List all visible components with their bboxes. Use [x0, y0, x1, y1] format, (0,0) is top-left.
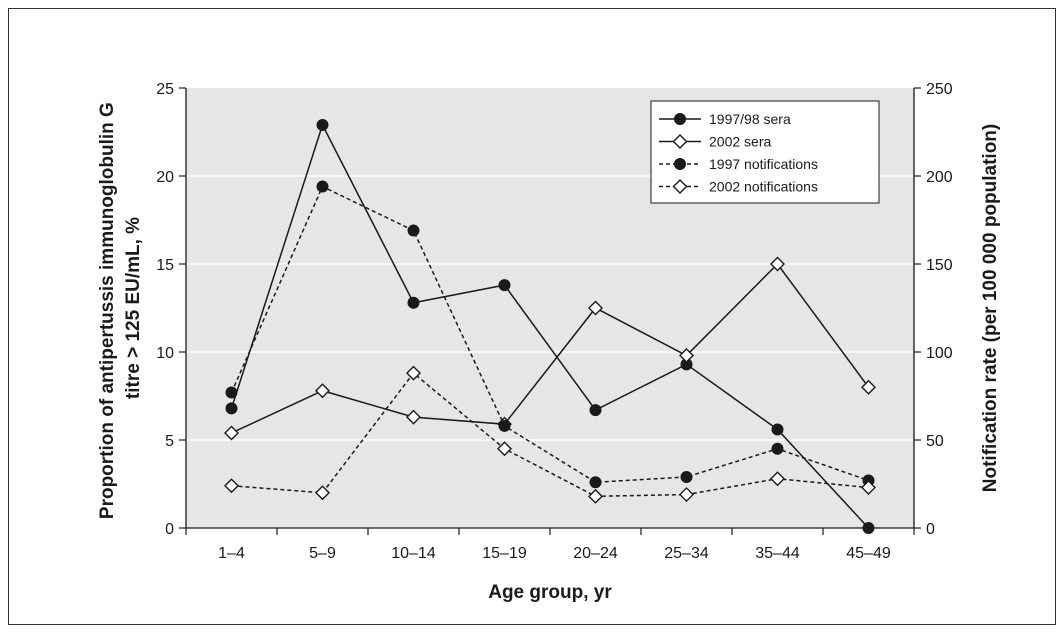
y-left-tick-label: 5 — [165, 433, 174, 450]
x-tick-label: 25–34 — [664, 545, 709, 562]
y-right-tick-label: 150 — [926, 257, 953, 274]
legend-marker-3 — [674, 158, 686, 170]
series-4-point — [315, 485, 330, 501]
series-3-point — [589, 476, 602, 489]
series-2-point — [224, 425, 239, 441]
series-1-point — [225, 402, 238, 415]
x-axis-title: Age group, yr — [488, 582, 612, 603]
series-1-point — [589, 404, 602, 417]
series-2-point — [406, 409, 421, 425]
series-4-point — [861, 480, 876, 496]
y-right-tick-label: 50 — [926, 433, 944, 450]
y-axis-left-title-line2: titre > 125 EU/mL, % — [123, 217, 144, 399]
y-left-tick-label: 25 — [156, 81, 174, 98]
series-1-point — [407, 296, 420, 309]
x-tick-label: 1–4 — [218, 545, 245, 562]
series-3-point — [498, 419, 511, 432]
series-1-point — [498, 279, 511, 292]
series-2-point — [770, 256, 785, 272]
series-2-point — [315, 383, 330, 399]
x-tick-label: 10–14 — [391, 545, 436, 562]
legend-label-1: 1997/98 sera — [709, 111, 791, 127]
series-2-point — [679, 348, 694, 364]
y-right-tick-label: 0 — [926, 521, 935, 538]
series-4-point — [588, 488, 603, 504]
series-line-2 — [231, 262, 870, 434]
y-axis-left-title-line1: Proportion of antipertussis immunoglobul… — [97, 102, 118, 519]
legend-marker-4 — [672, 179, 688, 194]
y-axis-right-title: Notification rate (per 100 000 populatio… — [980, 124, 1001, 492]
series-4-point — [224, 478, 239, 494]
x-tick-label: 15–19 — [482, 545, 527, 562]
series-4-point — [406, 365, 421, 381]
series-1-point — [316, 118, 329, 131]
legend-label-2: 2002 sera — [709, 134, 771, 150]
y-right-tick-label: 100 — [926, 345, 953, 362]
x-tick-label: 20–24 — [573, 545, 618, 562]
y-right-tick-label: 200 — [926, 169, 953, 186]
y-left-tick-label: 10 — [156, 345, 174, 362]
x-tick-label: 5–9 — [309, 545, 336, 562]
series-line-3 — [230, 185, 869, 484]
legend-marker-1 — [674, 113, 686, 125]
x-tick-label: 35–44 — [755, 545, 800, 562]
y-axis-left-title: Proportion of antipertussis immunoglobul… — [97, 97, 144, 519]
series-1-point — [771, 423, 784, 436]
legend-marker-2 — [672, 134, 688, 149]
y-right-tick-label: 250 — [926, 81, 953, 98]
legend-label-4: 2002 notifications — [709, 179, 818, 195]
series-3-point — [225, 386, 238, 399]
y-left-tick-label: 0 — [165, 521, 174, 538]
series-line-4 — [231, 372, 869, 498]
series-2-point — [588, 300, 603, 316]
series-2-point — [861, 379, 876, 395]
series-4-point — [770, 471, 785, 487]
series-3-point — [680, 470, 693, 483]
y-left-tick-label: 15 — [156, 257, 174, 274]
series-1-point — [862, 522, 875, 534]
x-tick-label: 45–49 — [846, 545, 891, 562]
series-4-point — [497, 441, 512, 457]
series-3-point — [316, 180, 329, 193]
series-4-point — [679, 487, 694, 503]
series-3-point — [771, 442, 784, 455]
series-line-1 — [230, 123, 870, 529]
y-left-tick-label: 20 — [156, 169, 174, 186]
legend-label-3: 1997 notifications — [709, 156, 818, 172]
series-3-point — [407, 224, 420, 237]
